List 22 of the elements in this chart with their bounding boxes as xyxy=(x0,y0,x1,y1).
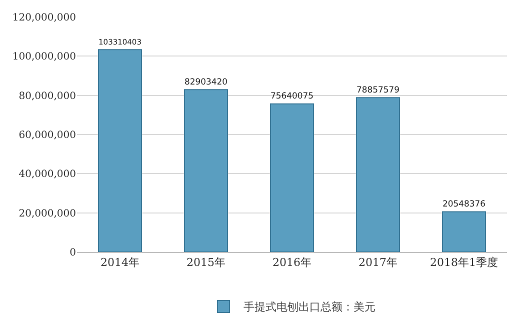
data-label: 78857579 xyxy=(356,84,400,94)
y-tick-label: 80,000,000 xyxy=(18,90,76,102)
x-tick-label: 2014年 xyxy=(100,256,140,270)
x-tick-label: 2017年 xyxy=(358,256,398,270)
bar xyxy=(356,97,400,252)
y-tick-label: 0 xyxy=(70,248,76,258)
data-label: 20548376 xyxy=(442,198,486,208)
y-tick-label: 20,000,000 xyxy=(18,208,76,220)
x-tick-label: 2015年 xyxy=(186,256,226,270)
y-tick-label: 60,000,000 xyxy=(18,130,76,141)
y-tick-label: 120,000,000 xyxy=(12,12,76,24)
y-tick-label: 100,000,000 xyxy=(12,52,76,63)
legend-label: 手提式电刨出口总额：美元 xyxy=(244,300,376,314)
x-tick-label: 2016年 xyxy=(272,256,312,270)
bar xyxy=(270,103,314,252)
x-tick-label: 2018年1季度 xyxy=(430,256,498,270)
data-label: 75640075 xyxy=(270,90,314,101)
bar xyxy=(442,211,486,252)
data-label: 82903420 xyxy=(184,76,228,86)
bar xyxy=(98,49,142,252)
y-tick-label: 40,000,000 xyxy=(18,169,76,180)
bar xyxy=(184,89,228,252)
